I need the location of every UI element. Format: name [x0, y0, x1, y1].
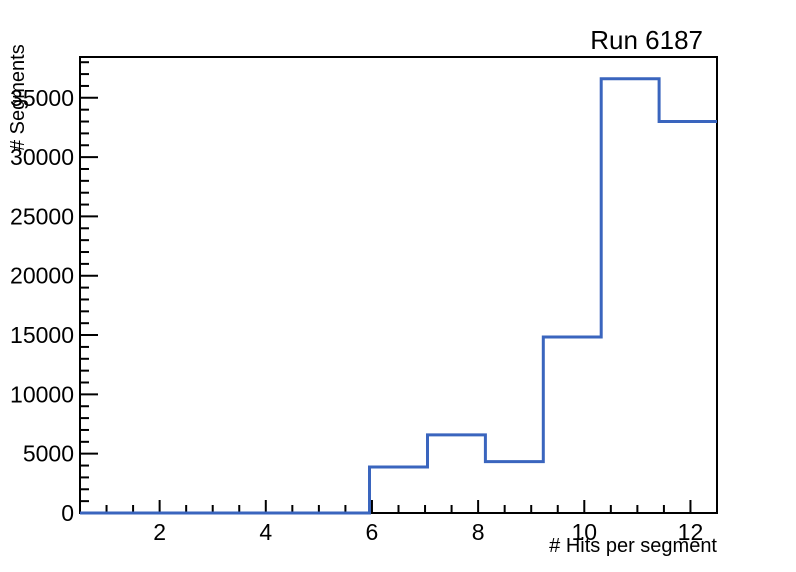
- y-tick-label: 35000: [10, 85, 74, 111]
- x-tick-label: 12: [678, 519, 704, 545]
- y-axis-ticks: [80, 61, 98, 514]
- y-tick-label: 0: [61, 500, 74, 526]
- plot-title: Run 6187: [590, 25, 703, 55]
- y-tick-label: 20000: [10, 263, 74, 289]
- x-axis-tick-labels: 2 4 6 8 10 12: [153, 519, 703, 545]
- x-tick-label: 8: [472, 519, 485, 545]
- x-axis-title: # Hits per segment: [549, 535, 717, 557]
- plot-frame: [79, 56, 718, 514]
- x-tick-label: 2: [153, 519, 166, 545]
- y-axis-tick-labels: 0 5000 10000 15000 20000 25000 30000 35000: [10, 85, 74, 526]
- x-axis-ticks: [105, 500, 692, 513]
- y-tick-label: 25000: [10, 203, 74, 229]
- histogram-step-line: [80, 77, 717, 515]
- y-axis-title: # Segments: [7, 44, 29, 151]
- y-tick-label: 10000: [10, 381, 74, 407]
- x-tick-label: 6: [366, 519, 379, 545]
- y-tick-label: 5000: [23, 441, 74, 467]
- x-tick-label: 4: [259, 519, 272, 545]
- y-tick-label: 15000: [10, 322, 74, 348]
- y-tick-label: 30000: [10, 144, 74, 170]
- x-tick-label: 10: [571, 519, 597, 545]
